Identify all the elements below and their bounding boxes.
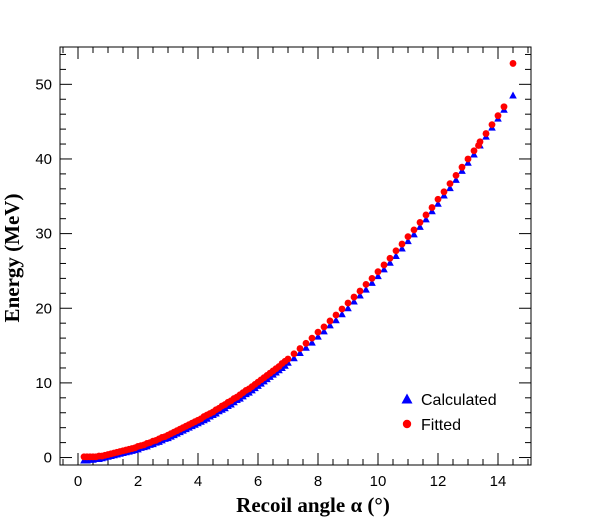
fitted-point [338, 305, 346, 313]
fitted-point [356, 287, 364, 295]
fitted-point [350, 293, 358, 301]
y-tick-label: 50 [35, 76, 52, 93]
x-tick-label: 12 [430, 473, 447, 490]
calculated-point [452, 175, 460, 183]
y-tick-label: 10 [35, 375, 52, 392]
fitted-point [374, 268, 382, 276]
fitted-point [380, 261, 388, 269]
legend-triangle-marker [401, 393, 413, 404]
fitted-point [416, 219, 424, 226]
legend-label-calculated: Calculated [421, 392, 497, 409]
fitted-point [296, 345, 304, 352]
calculated-point [344, 304, 352, 312]
fitted-point [404, 233, 412, 240]
fitted-point [470, 147, 478, 155]
fitted-point [482, 130, 490, 137]
y-axis-title: Energy (MeV) [0, 194, 24, 323]
fitted-point [284, 355, 292, 363]
x-tick-label: 10 [370, 473, 387, 490]
fitted-point [308, 334, 316, 342]
calculated-point [290, 354, 298, 362]
y-tick-label: 30 [35, 226, 52, 243]
plot-frame [59, 46, 532, 466]
fitted-point [488, 121, 496, 129]
calculated-point [320, 327, 328, 335]
x-axis-title: Recoil angle α (°) [236, 493, 390, 517]
calculated-point [332, 316, 340, 324]
calculated-point [368, 278, 376, 286]
calculated-point [326, 321, 334, 329]
fitted-point [494, 112, 502, 120]
fitted-point [410, 226, 418, 234]
calculated-point [314, 332, 322, 340]
axis-ticks [60, 47, 531, 465]
calculated-point [416, 222, 424, 230]
x-tick-label: 2 [134, 473, 142, 490]
y-tick-label: 0 [44, 450, 52, 467]
fitted-point [422, 211, 430, 219]
calculated-point [338, 310, 346, 318]
fitted-point [392, 247, 400, 255]
x-tick-label: 6 [254, 473, 262, 490]
calculated-point [422, 215, 430, 223]
calculated-point [392, 252, 400, 259]
legend-circle-marker [402, 419, 412, 429]
fitted-point [320, 323, 328, 331]
legend-label-fitted: Fitted [421, 417, 461, 434]
calculated-point [374, 272, 382, 280]
calculated-point [434, 199, 442, 207]
fitted-point [428, 204, 436, 211]
calculated-point [362, 285, 370, 293]
legend: Calculated Fitted [401, 392, 497, 434]
calculated-point [446, 184, 454, 192]
fitted-point [332, 311, 340, 319]
fitted-point [314, 328, 322, 336]
fitted-point [434, 195, 442, 203]
series-fitted [80, 60, 517, 461]
fitted-point [362, 280, 370, 288]
calculated-point [398, 244, 406, 252]
fitted-point [509, 60, 517, 67]
calculated-point [350, 297, 358, 305]
calculated-point [302, 343, 310, 351]
fitted-point [476, 138, 484, 146]
calculated-point [509, 91, 517, 99]
calculated-point [380, 265, 388, 273]
calculated-point [308, 338, 316, 346]
y-tick-labels: 0 10 20 30 40 50 [35, 76, 52, 466]
calculated-point [404, 237, 412, 245]
calculated-point [296, 349, 304, 357]
calculated-point [356, 291, 364, 299]
fitted-point [344, 299, 352, 307]
x-tick-labels: 0 2 4 6 8 10 12 14 [74, 473, 507, 490]
fitted-point [386, 254, 394, 262]
fitted-point [452, 171, 460, 179]
fitted-point [458, 163, 466, 171]
x-tick-label: 4 [194, 473, 202, 490]
x-tick-label: 8 [314, 473, 322, 490]
fitted-point [302, 339, 310, 347]
fitted-point [446, 180, 454, 187]
x-tick-label: 14 [490, 473, 507, 490]
x-tick-label: 0 [74, 473, 82, 490]
fitted-point [398, 240, 406, 248]
y-tick-label: 20 [35, 300, 52, 317]
calculated-point [386, 258, 394, 266]
fitted-point [464, 155, 472, 163]
fitted-point [440, 188, 448, 196]
fitted-point [500, 103, 508, 111]
fitted-point [326, 317, 334, 325]
calculated-point [410, 230, 418, 238]
fitted-point [368, 274, 376, 282]
y-tick-label: 40 [35, 151, 52, 168]
fitted-point [290, 350, 298, 358]
